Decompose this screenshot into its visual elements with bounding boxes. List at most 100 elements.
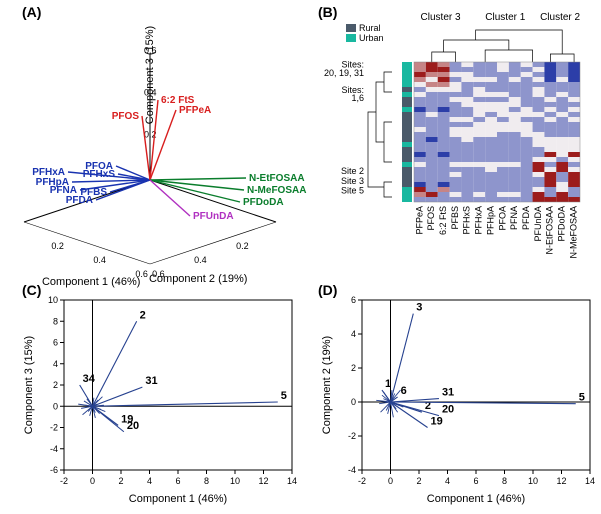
heatmap-cell xyxy=(426,87,438,92)
heatmap-cell xyxy=(556,142,568,147)
heatmap-cell xyxy=(461,192,473,197)
heatmap-cell xyxy=(485,97,497,102)
loading-PFOS: PFOS xyxy=(112,111,140,122)
heatmap-cell xyxy=(461,197,473,202)
heatmap-cell xyxy=(450,82,462,87)
heatmap-cell xyxy=(426,157,438,162)
heatmap-cell xyxy=(414,157,426,162)
heatmap-cell xyxy=(533,67,545,72)
heatmap-cell xyxy=(533,122,545,127)
heatmap-cell xyxy=(533,182,545,187)
row-class-swatch xyxy=(402,127,412,132)
heatmap-cell xyxy=(450,197,462,202)
heatmap-cell xyxy=(497,187,509,192)
sample-vector xyxy=(93,321,137,406)
heatmap-cell xyxy=(497,102,509,107)
heatmap-cell xyxy=(414,87,426,92)
heatmap-cell xyxy=(414,142,426,147)
heatmap-cell xyxy=(556,192,568,197)
heatmap-cell xyxy=(473,122,485,127)
heatmap-row-label: 1,6 xyxy=(351,93,364,103)
heatmap-cell xyxy=(414,77,426,82)
svg-text:2: 2 xyxy=(118,476,123,486)
heatmap-cell xyxy=(450,182,462,187)
heatmap-col-label: PFNA xyxy=(509,206,519,230)
heatmap-cell xyxy=(485,67,497,72)
heatmap-cell xyxy=(568,117,580,122)
heatmap-cell xyxy=(473,187,485,192)
row-class-swatch xyxy=(402,92,412,97)
heatmap-cell xyxy=(426,192,438,197)
heatmap-row-label: Site 3 xyxy=(341,176,364,186)
heatmap-cell xyxy=(438,82,450,87)
heatmap-cell xyxy=(473,147,485,152)
heatmap-cell xyxy=(461,182,473,187)
sample-vector xyxy=(93,387,143,406)
heatmap-cell xyxy=(521,117,533,122)
heatmap-cell xyxy=(485,167,497,172)
row-class-swatch xyxy=(402,157,412,162)
heatmap-cell xyxy=(568,192,580,197)
loading-PFUnDA: PFUnDA xyxy=(193,211,234,222)
panel-d-biplot: -202468101214-4-20246Component 1 (46%)Co… xyxy=(318,286,598,508)
heatmap-cell xyxy=(485,137,497,142)
heatmap-cell xyxy=(414,162,426,167)
heatmap-cell xyxy=(414,197,426,202)
heatmap-cell xyxy=(461,177,473,182)
heatmap-cell xyxy=(544,132,556,137)
heatmap-cell xyxy=(414,117,426,122)
panel-c-biplot: -202468101214-6-4-20246810Component 1 (4… xyxy=(20,286,300,508)
heatmap-cell xyxy=(461,87,473,92)
heatmap-cell xyxy=(509,107,521,112)
heatmap-cell xyxy=(556,127,568,132)
row-class-swatch xyxy=(402,177,412,182)
heatmap-cell xyxy=(485,192,497,197)
heatmap-cell xyxy=(473,67,485,72)
row-class-swatch xyxy=(402,162,412,167)
heatmap-cell xyxy=(521,137,533,142)
heatmap-cell xyxy=(426,147,438,152)
heatmap-cell xyxy=(521,72,533,77)
heatmap-cell xyxy=(461,162,473,167)
heatmap-cell xyxy=(509,122,521,127)
heatmap-cell xyxy=(533,147,545,152)
heatmap-cell xyxy=(544,92,556,97)
heatmap-cell xyxy=(438,92,450,97)
heatmap-cell xyxy=(461,72,473,77)
heatmap-cell xyxy=(485,107,497,112)
svg-text:12: 12 xyxy=(556,476,566,486)
row-class-swatch xyxy=(402,152,412,157)
heatmap-cell xyxy=(461,97,473,102)
heatmap-cell xyxy=(414,182,426,187)
heatmap-cell xyxy=(497,97,509,102)
heatmap-cell xyxy=(556,62,568,67)
heatmap-cell xyxy=(414,137,426,142)
heatmap-cell xyxy=(568,107,580,112)
heatmap-cell xyxy=(438,127,450,132)
heatmap-cell xyxy=(438,132,450,137)
sample-label: 20 xyxy=(127,420,139,432)
svg-text:-2: -2 xyxy=(60,476,68,486)
heatmap-cell xyxy=(450,87,462,92)
heatmap-cell xyxy=(544,97,556,102)
heatmap-cell xyxy=(473,162,485,167)
heatmap-cell xyxy=(533,107,545,112)
svg-text:6: 6 xyxy=(351,295,356,305)
heatmap-cell xyxy=(521,187,533,192)
heatmap-cell xyxy=(521,82,533,87)
heatmap-cell xyxy=(509,102,521,107)
heatmap-cell xyxy=(461,137,473,142)
heatmap-cell xyxy=(568,162,580,167)
heatmap-cell xyxy=(521,167,533,172)
heatmap-cell xyxy=(450,62,462,67)
heatmap-cell xyxy=(461,157,473,162)
heatmap-cell xyxy=(461,62,473,67)
loading-PFHxS: PFHxS xyxy=(83,169,116,180)
heatmap-cell xyxy=(556,107,568,112)
svg-text:0.2: 0.2 xyxy=(236,241,249,251)
heatmap-cell xyxy=(485,82,497,87)
y-axis-label: Component 3 (15%) xyxy=(23,336,35,434)
heatmap-cell xyxy=(461,112,473,117)
heatmap-cell xyxy=(438,62,450,67)
col-dendrogram xyxy=(432,30,574,62)
